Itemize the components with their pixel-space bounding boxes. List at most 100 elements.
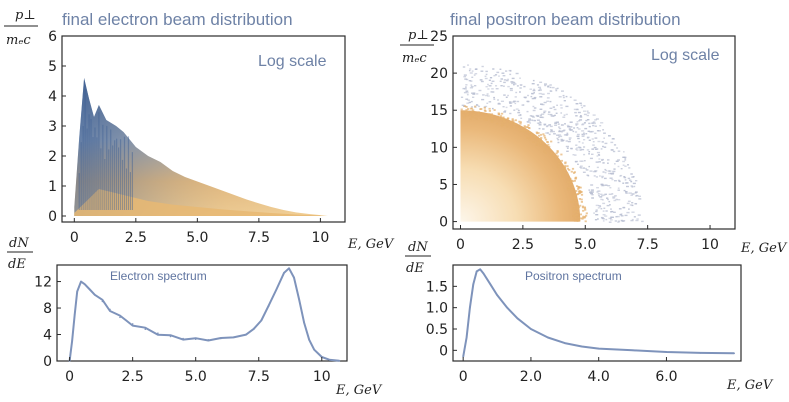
positron-halo-speck: [581, 135, 585, 137]
positron-halo-speck: [539, 122, 542, 124]
positron-halo-speck: [594, 137, 598, 139]
positron-halo-speck: [602, 194, 606, 196]
e-xtick-label: 10: [311, 230, 329, 246]
positron-halo-speck: [500, 100, 505, 102]
positron-edge-speck: [484, 110, 487, 112]
es-xtick-label: 0: [65, 369, 74, 385]
electron-log-scale-note: Log scale: [258, 53, 327, 70]
positron-edge-speck: [493, 119, 496, 121]
positron-halo-speck: [527, 94, 530, 97]
es-data-point: [89, 288, 91, 291]
positron-halo-speck: [520, 84, 523, 86]
positron-edge-speck: [572, 215, 575, 217]
positron-halo-speck: [555, 89, 558, 92]
positron-halo-speck: [618, 220, 621, 222]
positron-halo-speck: [583, 113, 587, 116]
positron-halo-speck: [519, 77, 521, 79]
positron-halo-speck: [612, 172, 615, 174]
positron-halo-speck: [491, 80, 495, 82]
positron-edge-speck: [477, 113, 480, 115]
positron-halo-speck: [578, 141, 581, 143]
positron-halo-speck: [540, 96, 543, 98]
positron-halo-speck: [484, 75, 487, 77]
positron-halo-speck: [586, 114, 590, 117]
positron-halo-speck: [554, 124, 558, 126]
positron-halo-speck: [617, 165, 620, 168]
ps-data-point: [489, 283, 492, 286]
positron-halo-speck: [507, 85, 510, 88]
positron-halo-speck: [634, 192, 637, 194]
positron-spectrum-ylabel: dN dE: [405, 240, 431, 276]
positron-edge-speck: [512, 126, 515, 128]
positron-halo-speck: [574, 154, 577, 156]
positron-halo-speck: [565, 145, 569, 148]
positron-halo-speck: [529, 122, 532, 124]
positron-halo-speck: [484, 77, 488, 80]
positron-halo-speck: [532, 119, 535, 122]
positron-halo-speck: [604, 184, 608, 186]
positron-edge-speck: [580, 193, 584, 196]
positron-halo-speck: [493, 96, 495, 99]
positron-edge-speck: [560, 159, 563, 162]
positron-edge-speck: [501, 112, 504, 115]
positron-halo-speck: [630, 180, 633, 183]
positron-halo-speck: [510, 102, 513, 104]
positron-halo-speck: [545, 132, 549, 134]
positron-halo-speck: [638, 195, 641, 197]
positron-halo-speck: [575, 103, 579, 105]
positron-halo-speck: [514, 96, 517, 98]
positron-halo-speck: [479, 79, 483, 81]
es-data-point: [245, 333, 247, 336]
positron-halo-speck: [504, 110, 507, 112]
positron-halo-speck: [589, 192, 593, 194]
positron-halo-speck: [533, 96, 537, 99]
positron-halo-speck: [604, 177, 607, 180]
positron-halo-speck: [554, 114, 556, 117]
positron-edge-speck: [508, 120, 511, 123]
positron-halo-speck: [591, 130, 594, 133]
positron-edge-speck: [574, 210, 577, 213]
positron-halo-speck: [611, 193, 614, 195]
positron-halo-speck: [575, 123, 579, 125]
positron-halo-speck: [468, 101, 471, 104]
positron-halo-speck: [503, 85, 505, 87]
positron-halo-speck: [549, 131, 553, 133]
positron-halo-speck: [550, 115, 554, 117]
positron-halo-speck: [614, 220, 618, 222]
positron-halo-speck: [543, 101, 547, 104]
positron-halo-speck: [533, 92, 535, 94]
positron-halo-speck: [503, 94, 506, 96]
positron-edge-speck: [541, 141, 544, 144]
positron-halo-speck: [462, 87, 466, 90]
positron-halo-speck: [628, 208, 630, 210]
positron-halo-speck: [583, 122, 586, 124]
positron-halo-speck: [583, 133, 586, 136]
positron-halo-speck: [618, 180, 621, 182]
ps-xtick-label: 6.0: [655, 369, 677, 385]
positron-halo-speck: [601, 175, 604, 178]
ps-series-line: [462, 268, 735, 357]
positron-halo-speck: [605, 169, 608, 172]
positron-halo-speck: [593, 146, 597, 149]
positron-halo-speck: [599, 175, 601, 177]
es-data-point: [109, 308, 111, 311]
positron-halo-speck: [467, 99, 470, 101]
positron-halo-speck: [465, 84, 468, 86]
es-data-point: [288, 267, 290, 270]
positron-halo-speck: [492, 91, 495, 93]
positron-halo-speck: [577, 128, 581, 130]
es-data-point: [303, 321, 305, 324]
positron-edge-speck: [527, 127, 531, 129]
positron-edge-speck: [579, 213, 582, 216]
positron-edge-speck: [554, 156, 557, 158]
positron-edge-speck: [574, 197, 577, 200]
positron-edge-speck: [528, 131, 531, 134]
positron-halo-speck: [485, 73, 488, 76]
positron-edge-speck: [574, 199, 577, 202]
positron-halo-speck: [531, 93, 534, 95]
positron-edge-speck: [577, 188, 580, 190]
positron-halo-speck: [604, 142, 608, 145]
positron-halo-speck: [610, 208, 612, 210]
positron-halo-speck: [616, 147, 619, 149]
es-xtick-label: 7.5: [248, 369, 270, 385]
